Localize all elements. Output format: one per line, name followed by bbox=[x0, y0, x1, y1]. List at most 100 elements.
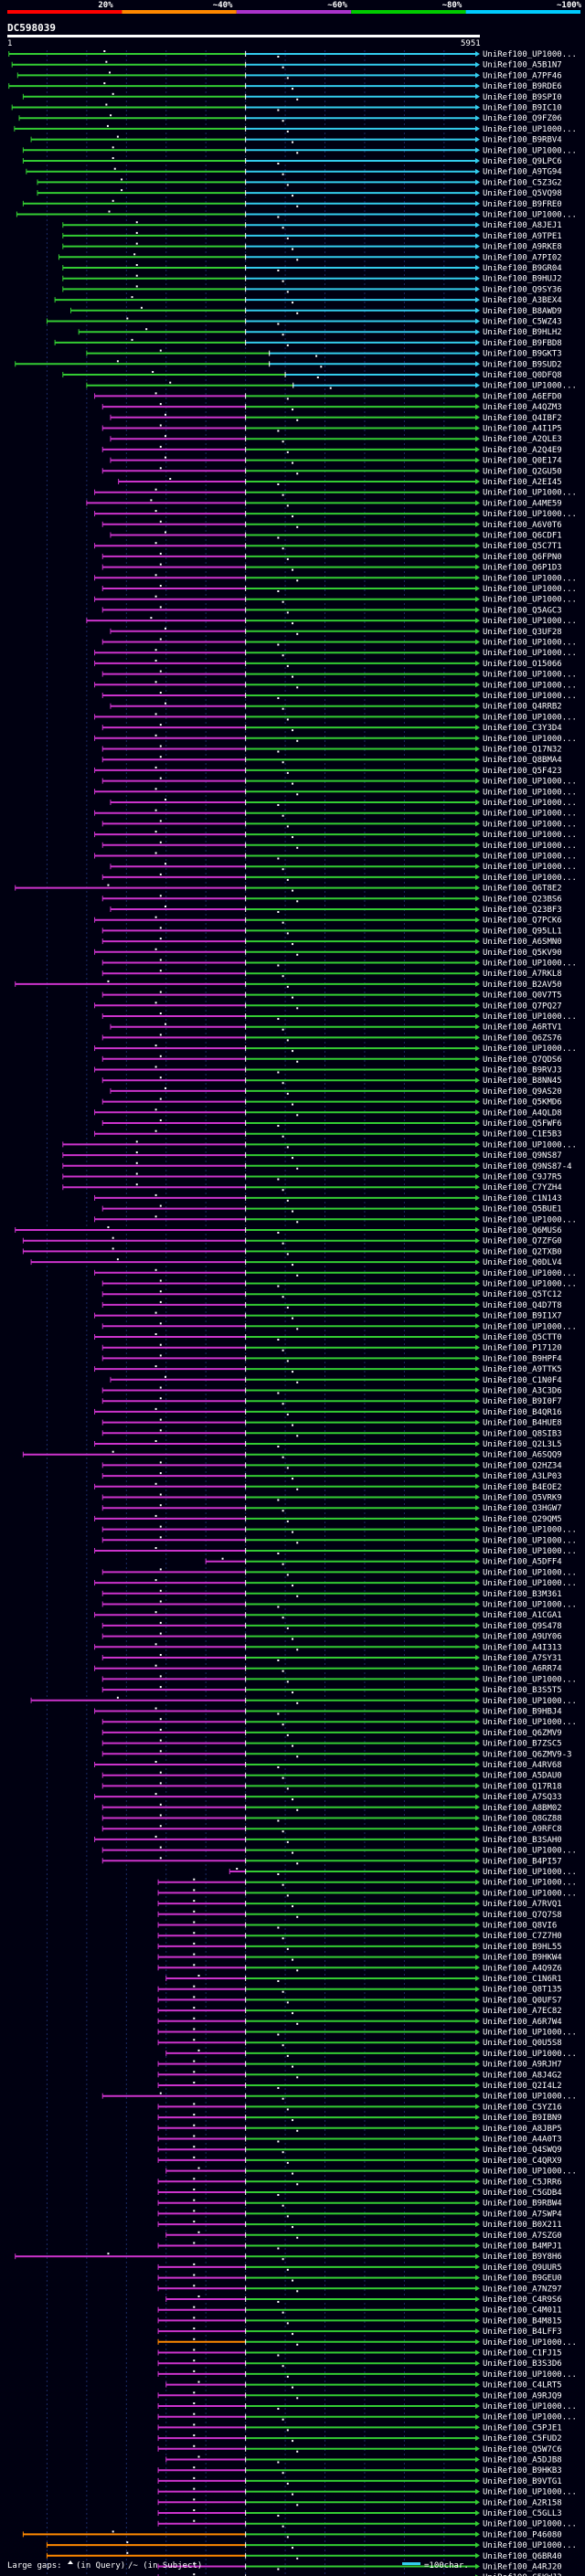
hit-row[interactable]: UniRef100_B9I0F7 bbox=[101, 1397, 562, 1406]
hit-row[interactable]: UniRef100_A9RFC8 bbox=[101, 1825, 562, 1834]
hit-row[interactable]: UniRef100_Q9AS20 bbox=[110, 1087, 562, 1097]
hit-label[interactable]: UniRef100_Q6T8E2 bbox=[483, 885, 562, 894]
hit-label[interactable]: UniRef100_Q8T135 bbox=[483, 1986, 562, 1995]
hit-row[interactable]: UniRef100_Q6MUS6 bbox=[15, 1226, 562, 1235]
hit-row[interactable]: UniRef100_C5PJE1 bbox=[157, 2423, 562, 2433]
hit-row[interactable]: UniRef100_UP1000... bbox=[157, 2487, 577, 2497]
hit-row[interactable]: UniRef100_B9GR04 bbox=[62, 264, 562, 273]
hit-row[interactable]: UniRef100_UP1000... bbox=[157, 2369, 577, 2380]
hit-row[interactable]: UniRef100_Q4RRB2 bbox=[110, 702, 562, 712]
hit-row[interactable]: UniRef100_B4M815 bbox=[157, 2316, 562, 2326]
hit-row[interactable]: UniRef100_A7EC82 bbox=[157, 2007, 562, 2016]
hit-label[interactable]: UniRef100_Q0DFQ8 bbox=[483, 371, 562, 380]
hit-row[interactable]: UniRef100_B4QR16 bbox=[94, 1407, 562, 1417]
hit-label[interactable]: UniRef100_UP1000... bbox=[483, 1675, 577, 1684]
hit-row[interactable]: UniRef100_Q0DFQ8 bbox=[62, 371, 562, 380]
hit-label[interactable]: UniRef100_UP1000... bbox=[483, 1044, 577, 1054]
hit-label[interactable]: UniRef100_B9I1X7 bbox=[483, 1312, 562, 1321]
hit-label[interactable]: UniRef100_Q9LPC6 bbox=[483, 157, 562, 166]
hit-row[interactable]: UniRef100_UP1000... bbox=[101, 841, 577, 851]
hit-row[interactable]: UniRef100_UP1000... bbox=[94, 488, 577, 498]
hit-label[interactable]: UniRef100_A6SQQ9 bbox=[483, 1451, 562, 1460]
hit-row[interactable]: UniRef100_A4RJ20 bbox=[157, 2562, 562, 2572]
hit-row[interactable]: UniRef100_A6RTV1 bbox=[110, 1023, 562, 1033]
hit-row[interactable]: UniRef100_C7YZH4 bbox=[62, 1183, 562, 1193]
hit-row[interactable]: UniRef100_UP1000... bbox=[157, 2337, 577, 2348]
hit-label[interactable]: UniRef100_UP1000... bbox=[483, 1012, 577, 1022]
hit-row[interactable]: UniRef100_A5DAU0 bbox=[101, 1771, 562, 1781]
hit-row[interactable]: UniRef100_B0X211 bbox=[157, 2221, 562, 2230]
hit-row[interactable]: UniRef100_Q5VQ98 bbox=[37, 189, 562, 198]
hit-label[interactable]: UniRef100_C5GDB4 bbox=[483, 2189, 562, 2198]
hit-row[interactable]: UniRef100_C9J7R5 bbox=[62, 1172, 562, 1182]
hit-row[interactable]: UniRef100_B4HUE8 bbox=[101, 1418, 562, 1428]
hit-row[interactable]: UniRef100_C5WZ43 bbox=[46, 317, 562, 327]
hit-row[interactable]: UniRef100_Q9UUR5 bbox=[157, 2263, 562, 2273]
hit-label[interactable]: UniRef100_UP1000... bbox=[483, 146, 577, 155]
hit-row[interactable]: UniRef100_B3S5T5 bbox=[101, 1686, 562, 1695]
hit-label[interactable]: UniRef100_Q95LL1 bbox=[483, 927, 562, 936]
hit-label[interactable]: UniRef100_UP1000... bbox=[483, 639, 577, 648]
hit-row[interactable]: UniRef100_UP1000... bbox=[94, 595, 577, 605]
hit-row[interactable]: UniRef100_B4LFF3 bbox=[157, 2327, 562, 2337]
hit-row[interactable]: UniRef100_B9SPI0 bbox=[22, 92, 562, 102]
hit-row[interactable]: UniRef100_UP1000... bbox=[157, 2402, 577, 2412]
hit-label[interactable]: UniRef100_C5KWJ3 bbox=[483, 2573, 562, 2576]
hit-label[interactable]: UniRef100_Q9SY36 bbox=[483, 285, 562, 294]
hit-label[interactable]: UniRef100_A7SZG0 bbox=[483, 2231, 562, 2241]
hit-row[interactable]: UniRef100_UP1000... bbox=[94, 1547, 577, 1556]
hit-label[interactable]: UniRef100_UP1000... bbox=[483, 1140, 577, 1150]
hit-row[interactable]: UniRef100_B9FRE0 bbox=[22, 199, 562, 209]
hit-row[interactable]: UniRef100_UP1000... bbox=[94, 1268, 577, 1278]
hit-row[interactable]: UniRef100_B4MPJ1 bbox=[157, 2242, 562, 2252]
hit-label[interactable]: UniRef100_UP1000... bbox=[483, 692, 577, 701]
hit-label[interactable]: UniRef100_Q5C7T1 bbox=[483, 542, 562, 551]
hit-label[interactable]: UniRef100_B8NN45 bbox=[483, 1076, 562, 1086]
hit-label[interactable]: UniRef100_C5Z3G2 bbox=[483, 178, 562, 187]
hit-label[interactable]: UniRef100_Q5FWF6 bbox=[483, 1119, 562, 1129]
hit-label[interactable]: UniRef100_B7ZSC5 bbox=[483, 1740, 562, 1749]
hit-label[interactable]: UniRef100_UP1000... bbox=[483, 510, 577, 519]
hit-row[interactable]: UniRef100_P17120 bbox=[101, 1343, 562, 1353]
hit-label[interactable]: UniRef100_A9RJQ9 bbox=[483, 2391, 562, 2401]
hit-label[interactable]: UniRef100_B9RDE6 bbox=[483, 82, 562, 91]
hit-row[interactable]: UniRef100_B9HBJ4 bbox=[94, 1707, 562, 1717]
hit-row[interactable]: UniRef100_UP1000... bbox=[86, 617, 577, 626]
hit-label[interactable]: UniRef100_B3M361 bbox=[483, 1590, 562, 1599]
hit-label[interactable]: UniRef100_A6V0T6 bbox=[483, 521, 562, 530]
hit-row[interactable]: UniRef100_A7SQ33 bbox=[94, 1793, 562, 1802]
hit-label[interactable]: UniRef100_UP1000... bbox=[483, 713, 577, 722]
hit-label[interactable]: UniRef100_A6SMN0 bbox=[483, 938, 562, 947]
hit-label[interactable]: UniRef100_Q8SIB3 bbox=[483, 1429, 562, 1438]
hit-label[interactable]: UniRef100_C1E5B3 bbox=[483, 1130, 562, 1140]
hit-row[interactable]: UniRef100_Q6T8E2 bbox=[15, 884, 562, 894]
hit-label[interactable]: UniRef100_Q5W7C6 bbox=[483, 2445, 562, 2454]
hit-label[interactable]: UniRef100_Q6BR40 bbox=[483, 2552, 562, 2561]
hit-label[interactable]: UniRef100_C5YZ16 bbox=[483, 2103, 562, 2112]
hit-row[interactable]: UniRef100_Q6ZMV9-3 bbox=[101, 1750, 572, 1759]
hit-label[interactable]: UniRef100_A9RKE8 bbox=[483, 243, 562, 252]
hit-row[interactable]: UniRef100_A4QLD8 bbox=[94, 1108, 562, 1118]
hit-label[interactable]: UniRef100_UP1000... bbox=[483, 820, 577, 829]
hit-label[interactable]: UniRef100_Q7PCK6 bbox=[483, 917, 562, 926]
hit-row[interactable]: UniRef100_A7RKL8 bbox=[101, 970, 562, 979]
hit-row[interactable]: UniRef100_B9RVJ3 bbox=[94, 1065, 562, 1076]
hit-row[interactable]: UniRef100_A8J4G2 bbox=[157, 2071, 562, 2080]
hit-label[interactable]: UniRef100_Q5TC12 bbox=[483, 1290, 562, 1299]
hit-label[interactable]: UniRef100_B8AWD9 bbox=[483, 307, 562, 316]
hit-row[interactable]: UniRef100_A4QZM3 bbox=[101, 403, 562, 412]
hit-label[interactable]: UniRef100_Q17N32 bbox=[483, 746, 562, 755]
hit-label[interactable]: UniRef100_Q6CDF1 bbox=[483, 532, 562, 541]
hit-row[interactable]: UniRef100_Q95LL1 bbox=[101, 927, 562, 936]
hit-row[interactable]: UniRef100_C1N0F4 bbox=[110, 1375, 562, 1385]
hit-label[interactable]: UniRef100_C3Y3D4 bbox=[483, 724, 562, 733]
hit-row[interactable]: UniRef100_UP1000... bbox=[101, 692, 577, 701]
hit-label[interactable]: UniRef100_B9GKT3 bbox=[483, 350, 562, 359]
hit-row[interactable]: UniRef100_UP1000... bbox=[101, 585, 577, 594]
hit-row[interactable]: UniRef100_UP1000... bbox=[157, 2412, 577, 2422]
hit-label[interactable]: UniRef100_Q9UUR5 bbox=[483, 2263, 562, 2273]
hit-row[interactable]: UniRef100_A6SQQ9 bbox=[22, 1450, 562, 1460]
hit-label[interactable]: UniRef100_B9Y8H6 bbox=[483, 2253, 562, 2262]
hit-label[interactable]: UniRef100_UP1000... bbox=[483, 2541, 577, 2550]
hit-label[interactable]: UniRef100_A9TG94 bbox=[483, 168, 562, 177]
